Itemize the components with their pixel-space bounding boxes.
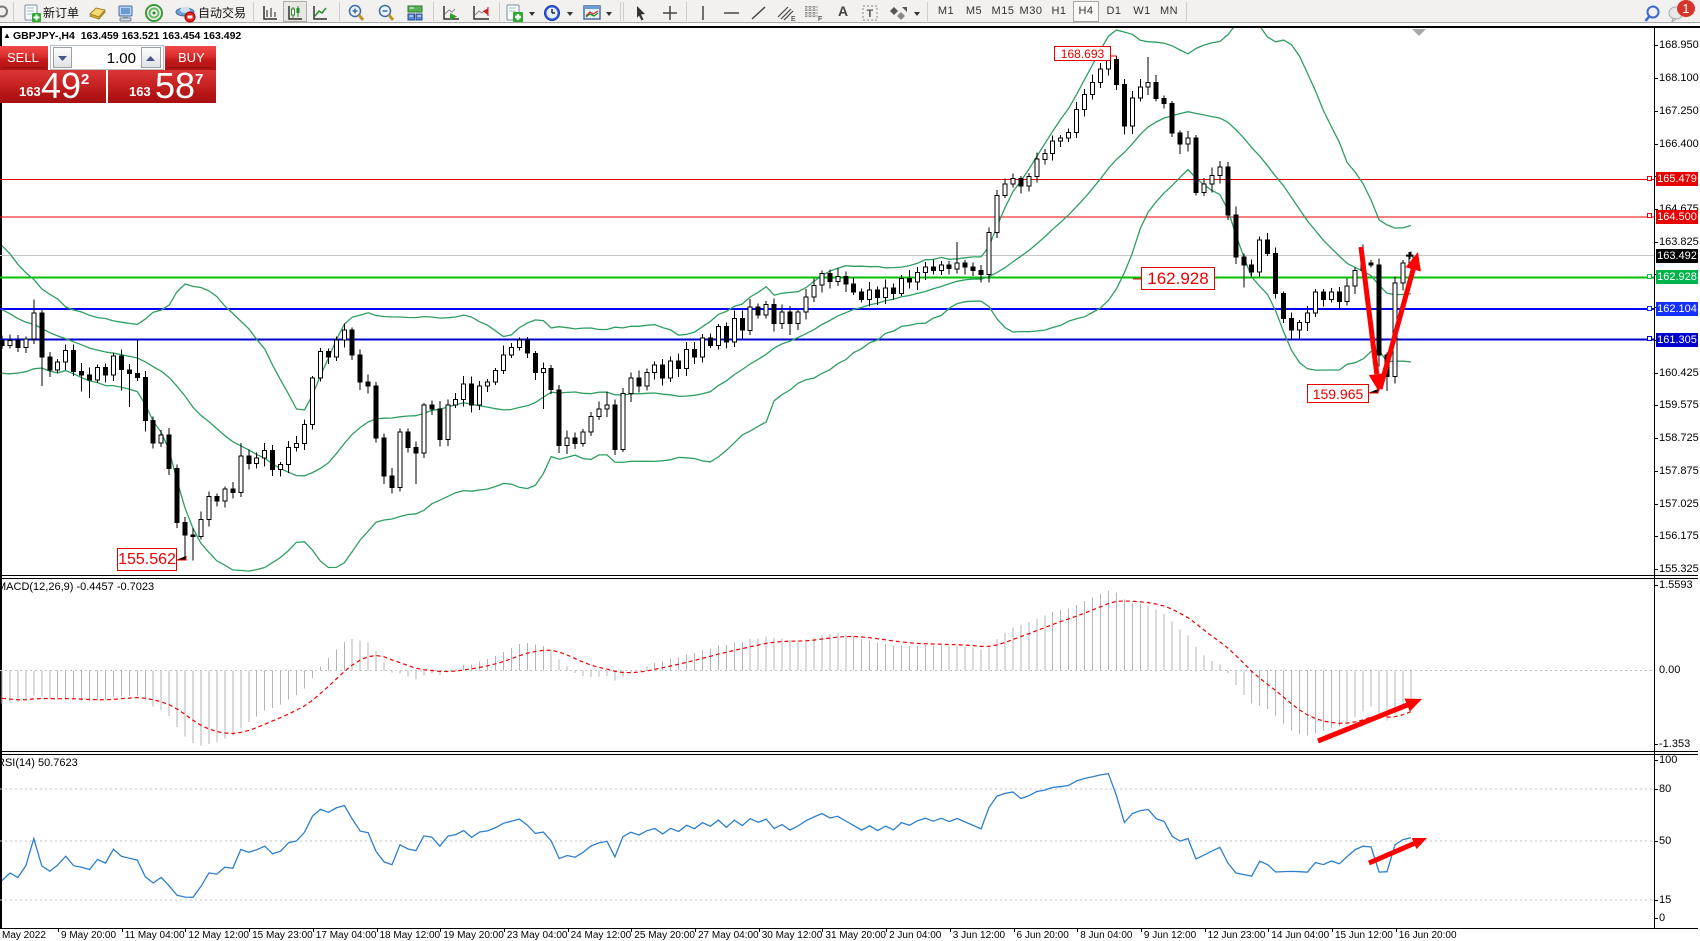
svg-text:T: T [867, 8, 874, 20]
svg-text:E: E [791, 16, 796, 23]
svg-text:F: F [818, 16, 822, 23]
